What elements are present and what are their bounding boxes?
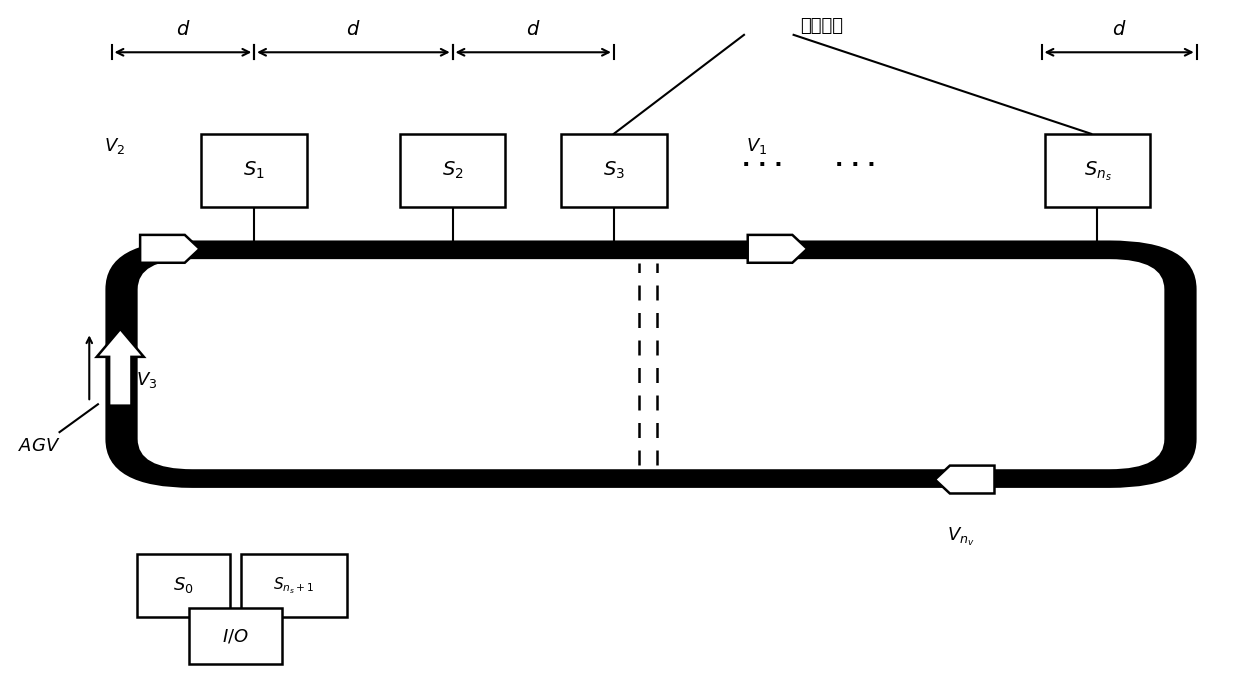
Bar xyxy=(1044,134,1149,208)
Text: $S_0$: $S_0$ xyxy=(174,576,193,595)
Bar xyxy=(560,134,667,208)
Text: $d$: $d$ xyxy=(1112,20,1127,39)
Text: . . .: . . . xyxy=(836,151,875,170)
FancyBboxPatch shape xyxy=(136,258,1166,470)
Text: 处理站点: 处理站点 xyxy=(800,17,843,36)
Polygon shape xyxy=(935,466,994,493)
Text: . . .: . . . xyxy=(743,151,782,170)
FancyBboxPatch shape xyxy=(105,240,1197,488)
Text: $d$: $d$ xyxy=(176,20,191,39)
Bar xyxy=(136,554,231,617)
Text: $V_1$: $V_1$ xyxy=(745,137,768,156)
Bar xyxy=(188,608,281,664)
Bar xyxy=(399,134,506,208)
Text: $\mathit{S_{n_s}}$: $\mathit{S_{n_s}}$ xyxy=(1084,159,1111,183)
Polygon shape xyxy=(748,235,807,263)
Polygon shape xyxy=(140,235,200,263)
Bar xyxy=(201,134,306,208)
Text: $\mathit{S_3}$: $\mathit{S_3}$ xyxy=(603,160,625,181)
Text: $\mathit{S_2}$: $\mathit{S_2}$ xyxy=(441,160,464,181)
Text: $\mathit{S_1}$: $\mathit{S_1}$ xyxy=(243,160,265,181)
Text: $V_{n_v}$: $V_{n_v}$ xyxy=(947,526,975,548)
Text: $I/O$: $I/O$ xyxy=(222,627,249,645)
Polygon shape xyxy=(97,329,144,406)
Text: $d$: $d$ xyxy=(346,20,361,39)
Text: $d$: $d$ xyxy=(526,20,541,39)
Text: $S_{n_s+1}$: $S_{n_s+1}$ xyxy=(273,575,315,596)
Text: $V_3$: $V_3$ xyxy=(135,370,157,390)
Text: $V_2$: $V_2$ xyxy=(104,137,124,156)
Bar xyxy=(241,554,346,617)
Text: $AGV$: $AGV$ xyxy=(19,437,61,455)
